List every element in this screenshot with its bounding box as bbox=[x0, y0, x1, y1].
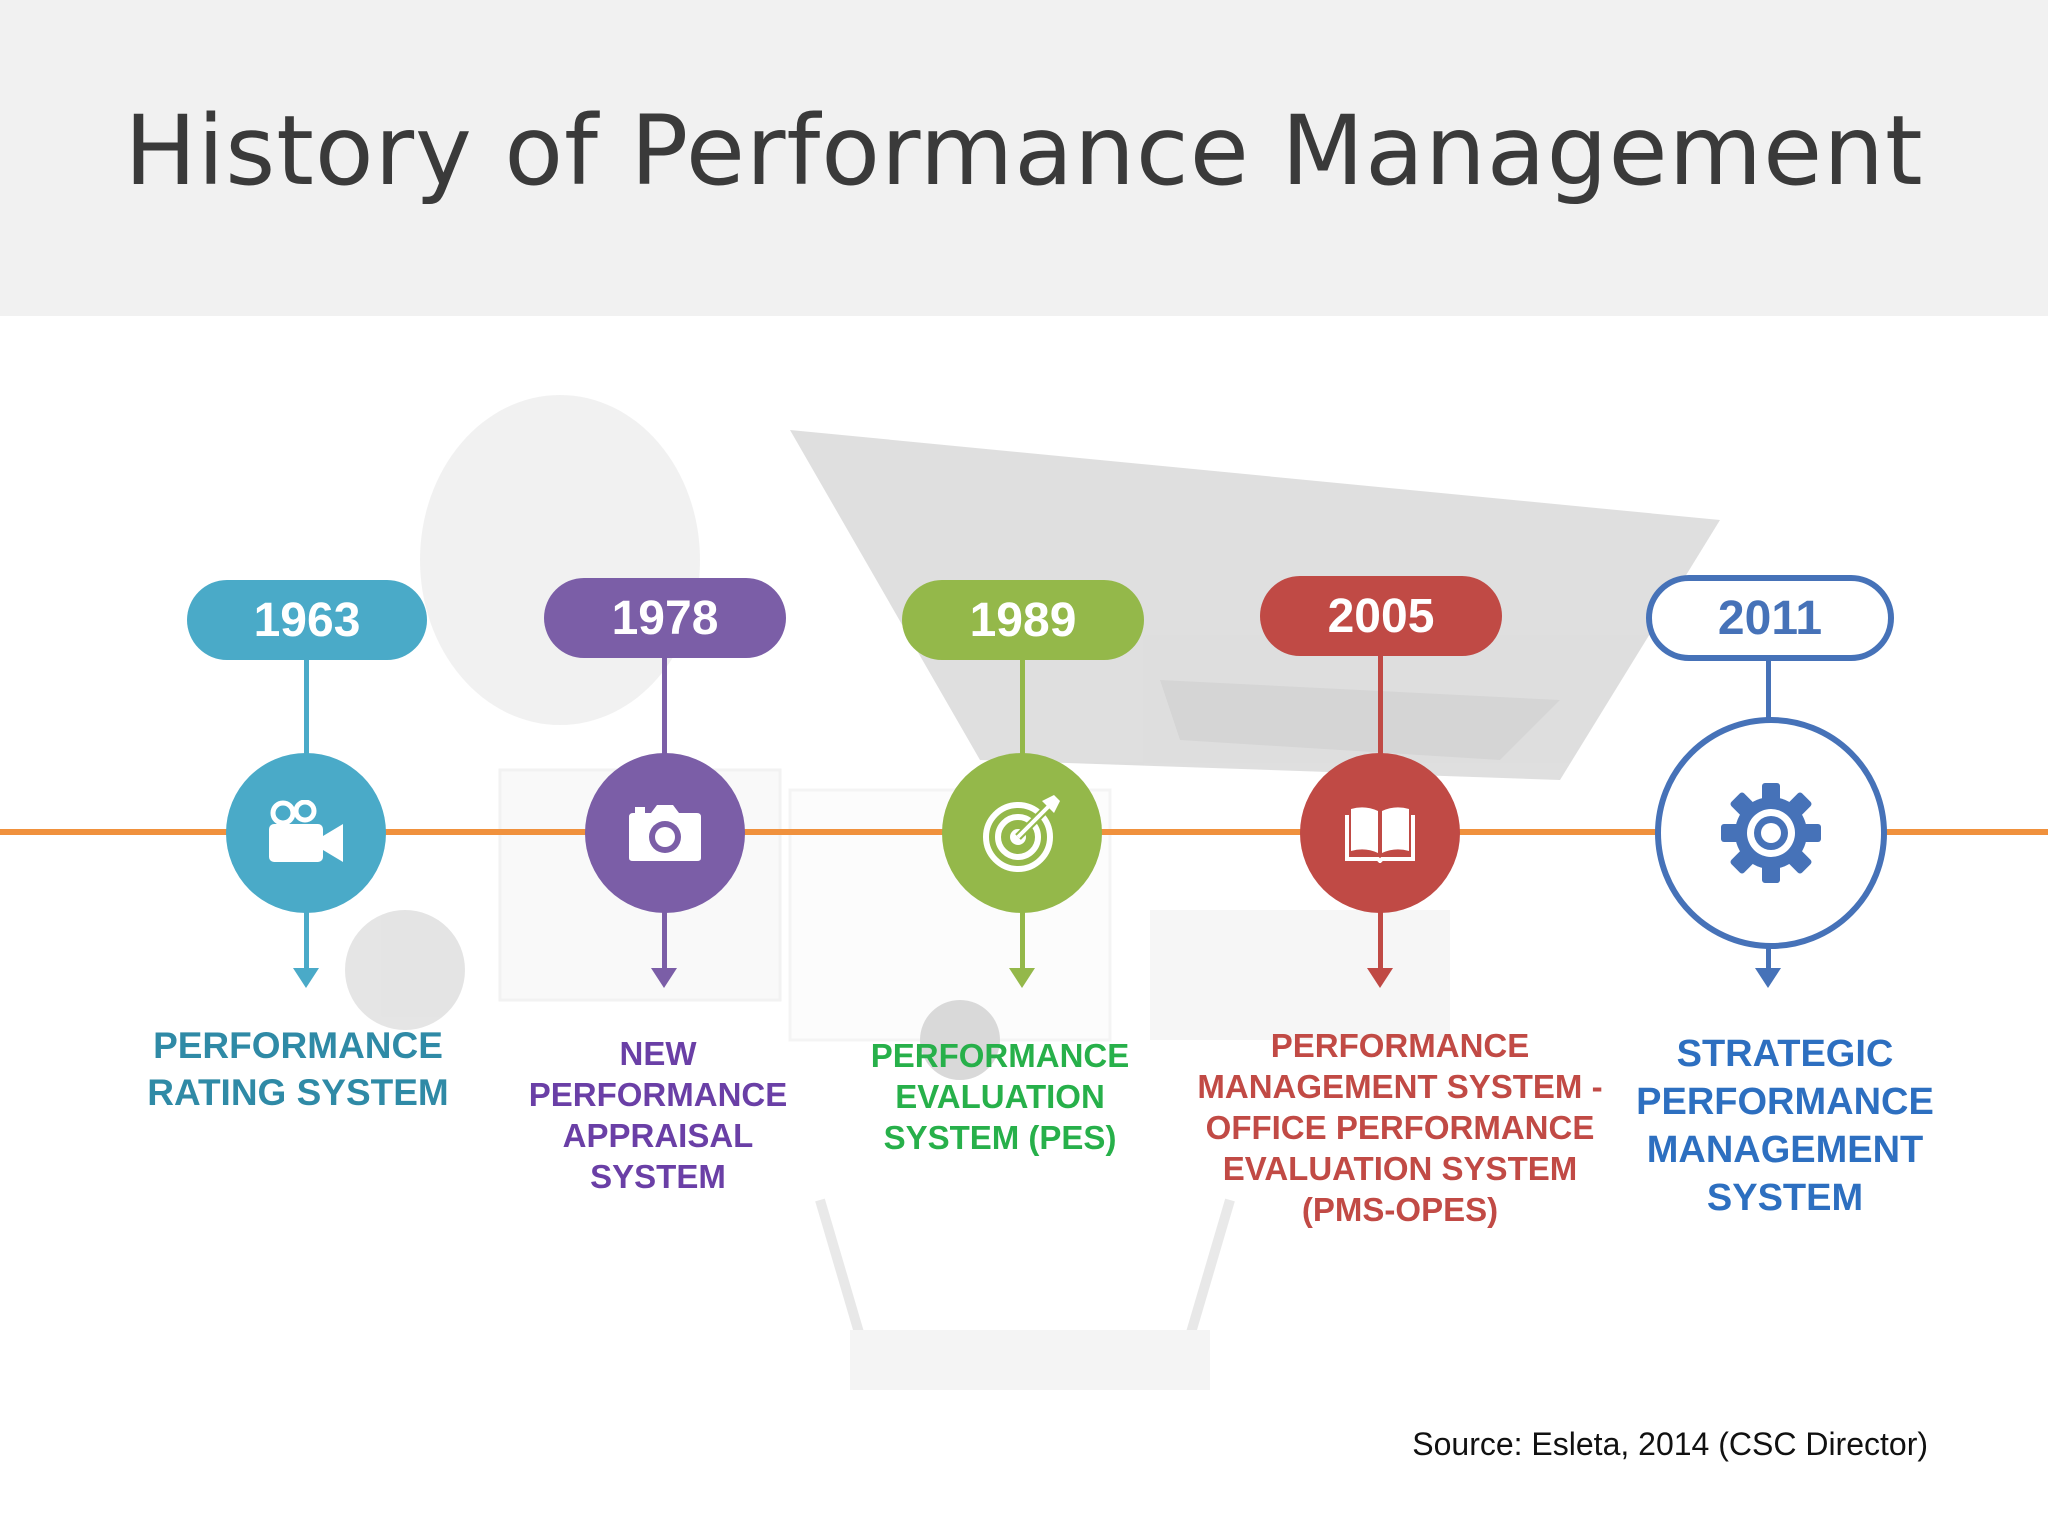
milestone-node-2005 bbox=[1300, 753, 1460, 913]
photo-camera-icon bbox=[629, 805, 701, 861]
target-icon bbox=[983, 795, 1060, 872]
connector-stem bbox=[1020, 905, 1025, 970]
open-book-icon bbox=[1345, 807, 1415, 863]
connector-stem bbox=[662, 905, 667, 970]
label-line: MANAGEMENT bbox=[1646, 1129, 1924, 1171]
label-line: SYSTEM (PES) bbox=[883, 1119, 1117, 1156]
label-line: PERFORMANCE bbox=[528, 1076, 788, 1113]
label-line: PERFORMANCE bbox=[1636, 1081, 1934, 1123]
label-line: NEW bbox=[619, 1035, 697, 1072]
connector-stem bbox=[304, 905, 309, 970]
label-line: STRATEGIC bbox=[1676, 1033, 1894, 1075]
year-badge-1989: 1989 bbox=[902, 580, 1144, 660]
label-line: EVALUATION SYSTEM bbox=[1222, 1150, 1578, 1187]
connector-stem bbox=[1378, 650, 1383, 755]
milestone-node-1989 bbox=[942, 753, 1102, 913]
milestone-node-2011 bbox=[1655, 717, 1887, 949]
label-line: PERFORMANCE bbox=[153, 1025, 443, 1066]
year-badge-2011: 2011 bbox=[1646, 575, 1894, 661]
label-line: PERFORMANCE bbox=[870, 1037, 1130, 1074]
milestone-label-2005: PERFORMANCE MANAGEMENT SYSTEM - OFFICE P… bbox=[1180, 1025, 1620, 1230]
connector-stem bbox=[1020, 655, 1025, 755]
year-badge-1978: 1978 bbox=[544, 578, 786, 658]
connector-stem bbox=[1378, 905, 1383, 970]
milestone-label-1963: PERFORMANCE RATING SYSTEM bbox=[108, 1022, 488, 1116]
label-line: MANAGEMENT SYSTEM - bbox=[1197, 1068, 1603, 1105]
milestone-label-2011: STRATEGIC PERFORMANCE MANAGEMENT SYSTEM bbox=[1600, 1030, 1970, 1222]
arrowhead bbox=[1367, 968, 1393, 988]
label-line: SYSTEM bbox=[1706, 1177, 1864, 1219]
connector-stem bbox=[1766, 658, 1771, 720]
connector-stem bbox=[304, 650, 309, 755]
label-line: APPRAISAL bbox=[562, 1117, 754, 1154]
video-camera-icon bbox=[269, 800, 343, 862]
milestone-node-1978 bbox=[585, 753, 745, 913]
milestone-label-1989: PERFORMANCE EVALUATION SYSTEM (PES) bbox=[820, 1035, 1180, 1158]
connector-stem bbox=[662, 650, 667, 755]
label-line: (PMS-OPES) bbox=[1301, 1191, 1499, 1228]
gear-icon bbox=[1721, 783, 1821, 883]
label-line: RATING SYSTEM bbox=[147, 1072, 449, 1113]
arrowhead bbox=[651, 968, 677, 988]
label-line: OFFICE PERFORMANCE bbox=[1205, 1109, 1595, 1146]
year-badge-1963: 1963 bbox=[187, 580, 427, 660]
milestone-label-1978: NEW PERFORMANCE APPRAISAL SYSTEM bbox=[478, 1033, 838, 1197]
label-line: SYSTEM bbox=[590, 1158, 726, 1195]
connector-stem bbox=[1766, 945, 1771, 970]
year-badge-2005: 2005 bbox=[1260, 576, 1502, 656]
label-line: EVALUATION bbox=[895, 1078, 1105, 1115]
arrowhead bbox=[1009, 968, 1035, 988]
label-line: PERFORMANCE bbox=[1270, 1027, 1530, 1064]
milestone-node-1963 bbox=[226, 753, 386, 913]
page-title: History of Performance Management bbox=[124, 95, 1924, 207]
title-band bbox=[0, 0, 2048, 316]
source-citation: Source: Esleta, 2014 (CSC Director) bbox=[1412, 1426, 1928, 1462]
arrowhead bbox=[1755, 968, 1781, 988]
arrowhead bbox=[293, 968, 319, 988]
